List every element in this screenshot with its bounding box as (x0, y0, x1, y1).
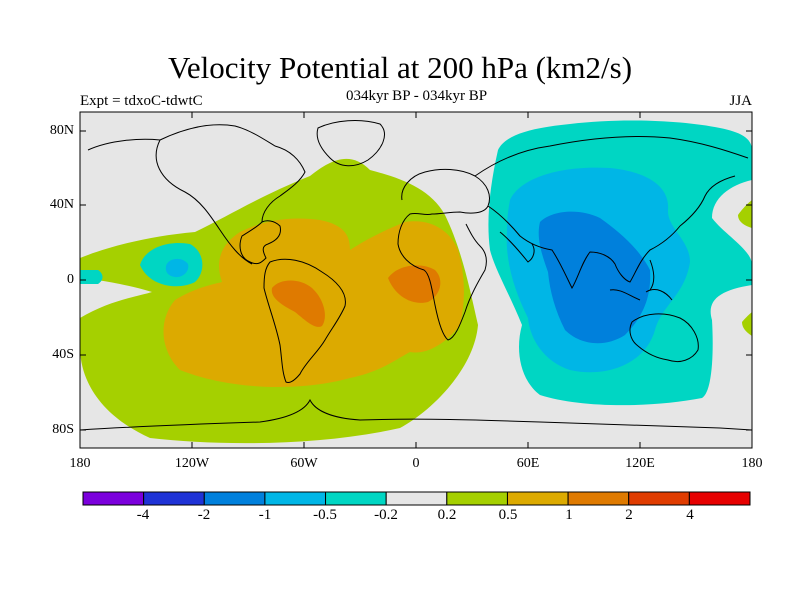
colorbar-label: -1 (240, 507, 290, 524)
figure-title: Velocity Potential at 200 hPa (km2/s) (0, 50, 800, 86)
colorbar-box (265, 492, 326, 505)
y-tick-label: 80S (14, 422, 74, 438)
season-label: JJA (729, 93, 752, 110)
colorbar-label: 1 (544, 507, 594, 524)
colorbar-label: -4 (118, 507, 168, 524)
colorbar-box (629, 492, 690, 505)
x-tick-label: 120E (610, 456, 670, 472)
x-tick-label: 180 (722, 456, 782, 472)
colorbar-box (83, 492, 144, 505)
colorbar-label: 4 (665, 507, 715, 524)
y-tick-label: 40N (14, 197, 74, 213)
colorbar-box (204, 492, 265, 505)
x-tick-label: 120W (162, 456, 222, 472)
period-label: 034kyr BP - 034kyr BP (0, 88, 800, 105)
y-tick-label: 40S (14, 347, 74, 363)
colorbar-label: -0.5 (300, 507, 350, 524)
colorbar-box (568, 492, 629, 505)
x-tick-label: 180 (50, 456, 110, 472)
contour-fill-neg-0.2-west (80, 270, 103, 284)
colorbar-label: -0.2 (361, 507, 411, 524)
colorbar-box (326, 492, 387, 505)
colorbar-box (507, 492, 568, 505)
colorbar-label: 2 (604, 507, 654, 524)
x-tick-label: 60E (498, 456, 558, 472)
colorbar-label: -2 (179, 507, 229, 524)
colorbar-box (447, 492, 508, 505)
colorbar (83, 492, 750, 505)
y-tick-label: 0 (14, 272, 74, 288)
map-field (80, 112, 752, 448)
colorbar-label: 0.2 (422, 507, 472, 524)
colorbar-box (144, 492, 205, 505)
x-tick-label: 60W (274, 456, 334, 472)
colorbar-box (386, 492, 447, 505)
colorbar-label: 0.5 (483, 507, 533, 524)
x-tick-label: 0 (386, 456, 446, 472)
y-tick-label: 80N (14, 123, 74, 139)
colorbar-box (689, 492, 750, 505)
